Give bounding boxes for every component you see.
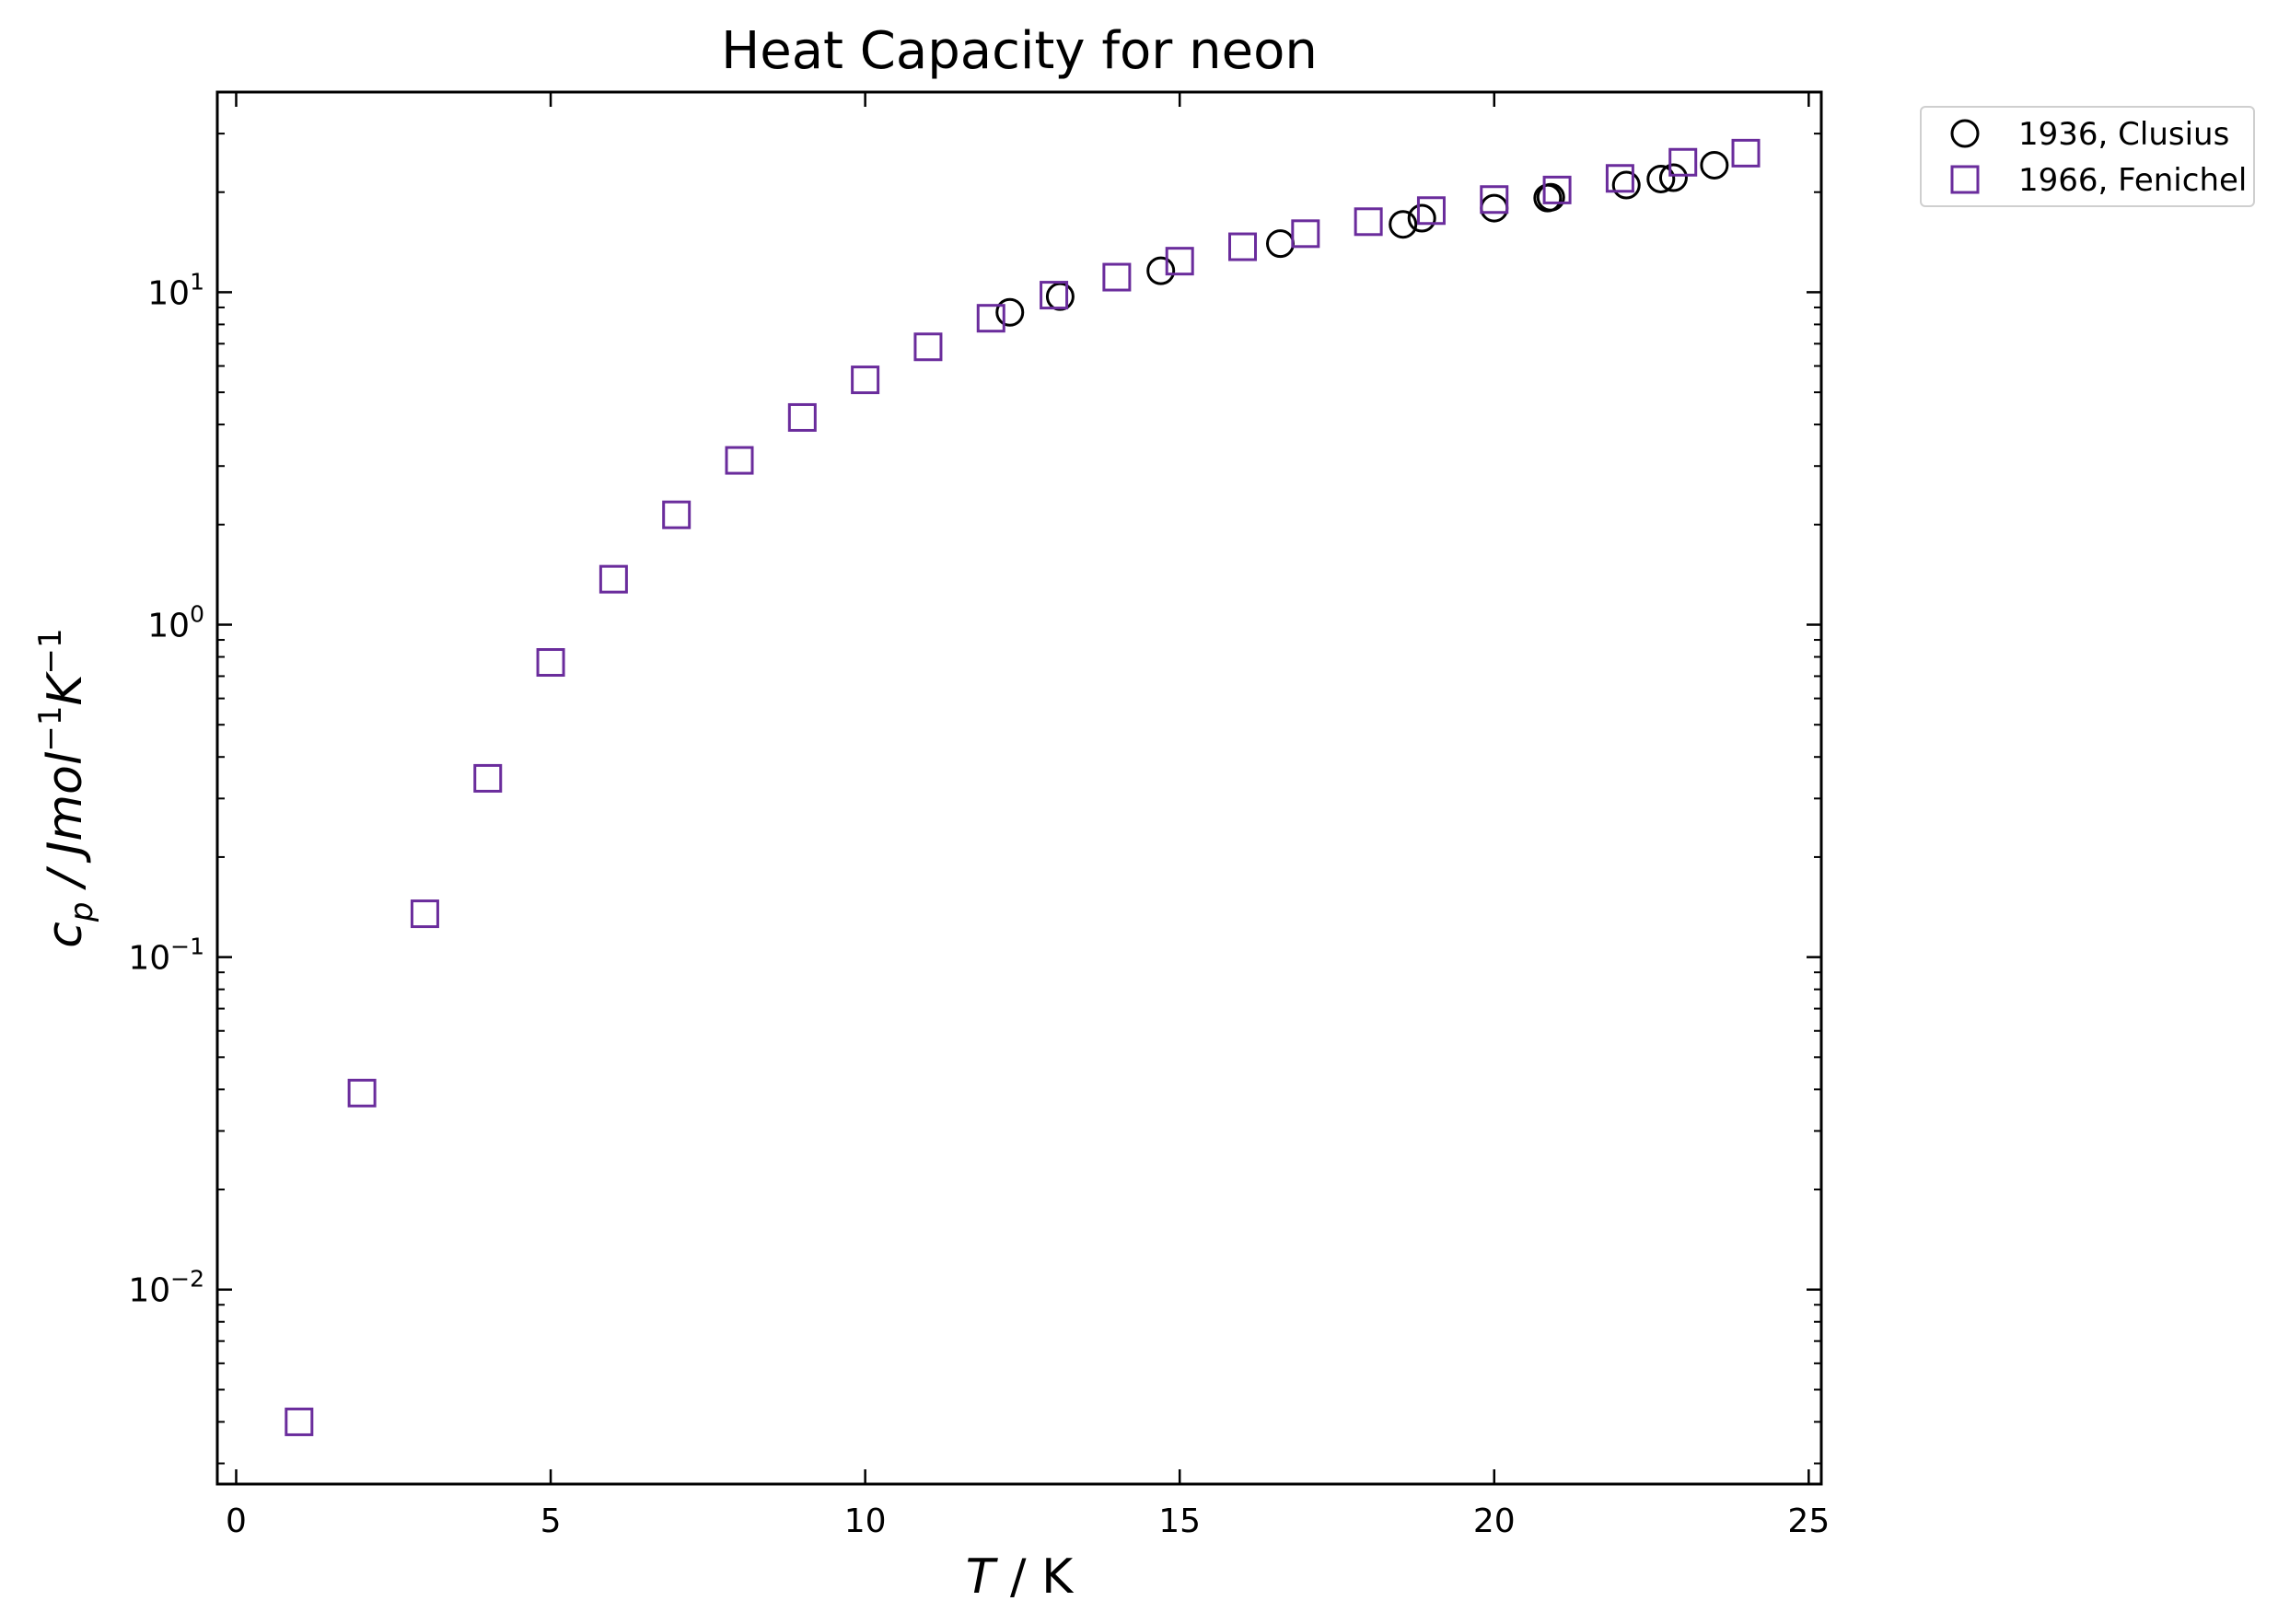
data-point-fenichel [1480, 185, 1509, 215]
x-tick-label: 15 [1158, 1502, 1201, 1540]
data-point-fenichel [787, 402, 817, 432]
y-axis-label-k: K [38, 671, 93, 706]
data-point-clusius [1045, 282, 1075, 311]
y-tick-label-exponent: 0 [190, 601, 204, 628]
legend-circle-marker [1950, 119, 1980, 148]
legend-entry-fenichel: 1966, Fenichel [1950, 162, 2247, 199]
data-point-fenichel [1165, 247, 1194, 276]
data-point-clusius [1407, 203, 1436, 233]
data-point-fenichel [1605, 164, 1634, 193]
x-axis-label-unit: / K [995, 1549, 1075, 1605]
data-point-clusius [1611, 170, 1641, 200]
data-point-fenichel [536, 648, 565, 678]
legend-square-marker [1950, 165, 1980, 194]
data-point-fenichel [851, 365, 880, 395]
x-axis-label: T / K [966, 1549, 1075, 1605]
y-axis-label-sup2: −1 [32, 628, 69, 674]
chart-title: Heat Capacity for neon [721, 21, 1318, 81]
y-tick-label-exponent: −1 [170, 934, 204, 960]
y-tick-label-exponent: 1 [190, 268, 204, 295]
data-point-fenichel [347, 1078, 377, 1108]
y-tick-label-exponent: −2 [170, 1266, 204, 1293]
y-axis-label-unit: / Jmol [38, 751, 93, 901]
data-point-fenichel [1354, 207, 1383, 237]
x-tick-label: 0 [226, 1502, 247, 1540]
legend: 1936, Clusius 1966, Fenichel [1920, 106, 2255, 207]
x-tick-label: 20 [1473, 1502, 1516, 1540]
legend-entry-clusius: 1936, Clusius [1950, 116, 2229, 153]
plot-area [215, 90, 1823, 1486]
data-point-fenichel [1040, 281, 1069, 310]
x-axis-label-symbol: T [966, 1549, 999, 1605]
data-point-clusius [1700, 150, 1729, 180]
data-point-fenichel [410, 899, 439, 929]
y-axis-label: cp / Jmol−1K−1 [32, 628, 100, 947]
y-tick-label: 10−1 [128, 934, 204, 978]
data-point-fenichel [1416, 196, 1446, 226]
y-tick-label-base: 10 [147, 274, 190, 312]
data-point-fenichel [1102, 262, 1132, 292]
data-point-fenichel [662, 500, 692, 529]
y-tick-label: 101 [147, 268, 204, 312]
data-point-fenichel [976, 304, 1005, 333]
data-point-fenichel [1228, 232, 1258, 261]
y-axis-label-sup1: −1 [32, 706, 69, 752]
axis-ticks [217, 91, 1821, 1484]
data-point-fenichel [1668, 147, 1698, 177]
data-point-clusius [1646, 164, 1676, 193]
data-point-fenichel [725, 446, 754, 475]
y-tick-label-base: 10 [128, 940, 170, 978]
x-tick-label: 5 [540, 1502, 562, 1540]
data-point-fenichel [1731, 138, 1761, 168]
data-point-clusius [995, 297, 1025, 327]
y-axis-label-symbol: c [38, 922, 93, 948]
data-point-clusius [1536, 182, 1565, 212]
data-point-fenichel [599, 564, 628, 594]
legend-frame [1920, 106, 2255, 207]
data-point-fenichel [473, 763, 503, 793]
y-tick-label: 100 [147, 601, 204, 645]
y-axis-label-subscript: p [64, 902, 100, 923]
data-point-fenichel [1291, 219, 1320, 249]
data-point-clusius [1389, 210, 1418, 239]
x-tick-label: 10 [844, 1502, 887, 1540]
data-markers [285, 138, 1761, 1436]
legend-label-fenichel: 1966, Fenichel [2018, 162, 2247, 199]
data-point-fenichel [1542, 175, 1572, 204]
y-tick-label-base: 10 [128, 1272, 170, 1310]
data-point-fenichel [285, 1407, 314, 1436]
x-tick-label: 25 [1787, 1502, 1830, 1540]
y-tick-label-base: 10 [147, 608, 190, 645]
legend-label-clusius: 1936, Clusius [2018, 116, 2229, 153]
data-point-clusius [1658, 163, 1688, 192]
data-point-clusius [1146, 256, 1176, 285]
data-point-fenichel [913, 332, 943, 362]
y-tick-label: 10−2 [128, 1266, 204, 1310]
